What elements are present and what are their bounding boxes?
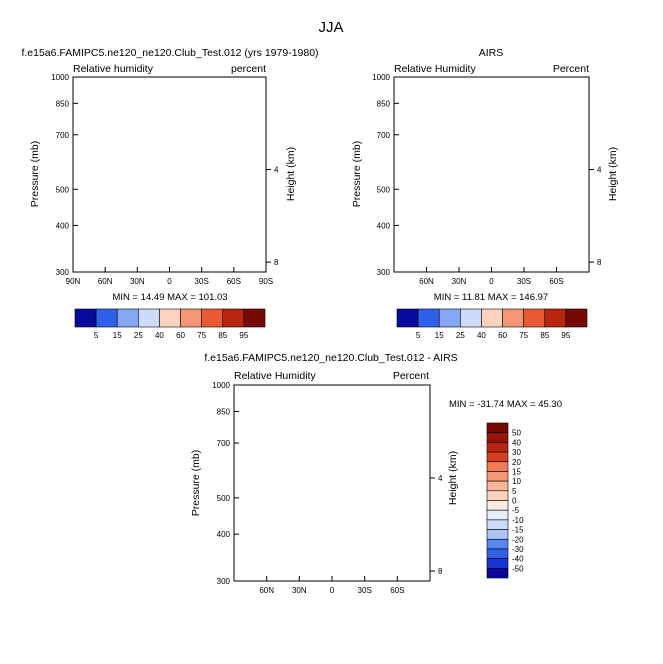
panel-model-x-tick-label: 0 [167, 277, 172, 286]
panel-model-y-tick-label: 500 [56, 185, 70, 194]
panel-model-x-tick-label: 90N [66, 277, 81, 286]
panel-model-right-string: percent [231, 63, 266, 75]
panel-airs-right-string: Percent [553, 63, 589, 75]
panel-model-height-tick-label: 4 [274, 166, 279, 175]
panel-model-x-tick-label: 90S [259, 277, 273, 286]
panel-model-x-tick-label: 60S [227, 277, 241, 286]
panel-model-y-tick-label: 850 [56, 99, 70, 108]
panel-model-colorbar-box [159, 308, 181, 328]
panel-model-y-tick-label: 300 [56, 268, 70, 277]
panel-model-colorbar-box [201, 308, 224, 328]
panel-airs: AIRS Relative Humidity Percent 300400500… [351, 47, 619, 340]
panel-model-x-tick-label: 30S [195, 277, 209, 286]
panel-model-colorbar-box [180, 308, 202, 328]
panel-model-colorbar: 5 15 25 40 60 75 85 95 [74, 308, 266, 340]
panel-model-x-tick-label: 30N [130, 277, 145, 286]
panel-model-colorbar-box [222, 308, 245, 328]
panel-model-colorbar-label: 85 [218, 331, 227, 340]
panel-model-colorbar-box [95, 308, 118, 328]
panel-model-colorbar-label: 95 [239, 331, 248, 340]
panel-model-colorbar-box [138, 308, 160, 328]
figure-title: JJA [318, 19, 343, 36]
panel-model-colorbar-label: 5 [94, 331, 99, 340]
panel-model-colorbar-label: 15 [113, 331, 122, 340]
panel-model: f.e15a6.FAMIPC5.ne120_ne120.Club_Test.01… [21, 47, 318, 340]
panel-airs-title: AIRS [479, 47, 504, 59]
panel-model-height-tick-label: 8 [274, 258, 279, 267]
panel-model-colorbar-label: 60 [176, 331, 185, 340]
panel-model-frame [72, 76, 267, 273]
panel-airs-left-string: Relative Humidity [394, 63, 476, 75]
panel-model-stats: MIN = 14.49 MAX = 101.03 [112, 292, 227, 303]
panel-model-colorbar-box [243, 308, 266, 328]
panel-model-axes: 300 400 500 700 850 1000 90N 60N 30N 0 30S 60S 90S 4 8 [51, 73, 279, 286]
panel-model-colorbar-label: 40 [155, 331, 164, 340]
panel-model-colorbar-label: 25 [134, 331, 143, 340]
panel-model-y-tick-label: 1000 [51, 73, 69, 82]
panel-model-y-tick-label: 700 [56, 131, 70, 140]
panel-model-title: f.e15a6.FAMIPC5.ne120_ne120.Club_Test.01… [21, 47, 318, 59]
panel-model-colorbar-box [74, 308, 97, 328]
panel-model-y-tick-label: 400 [56, 221, 70, 230]
panel-model-colorbar-box [116, 308, 139, 328]
panel-model-colorbar-label: 75 [197, 331, 206, 340]
panel-model-height-label: Height (km) [285, 147, 297, 201]
panel-model-x-tick-label: 60N [98, 277, 113, 286]
panel-model-left-string: Relative humidity [73, 63, 154, 75]
panel-model-y-label: Pressure (mb) [29, 141, 41, 208]
